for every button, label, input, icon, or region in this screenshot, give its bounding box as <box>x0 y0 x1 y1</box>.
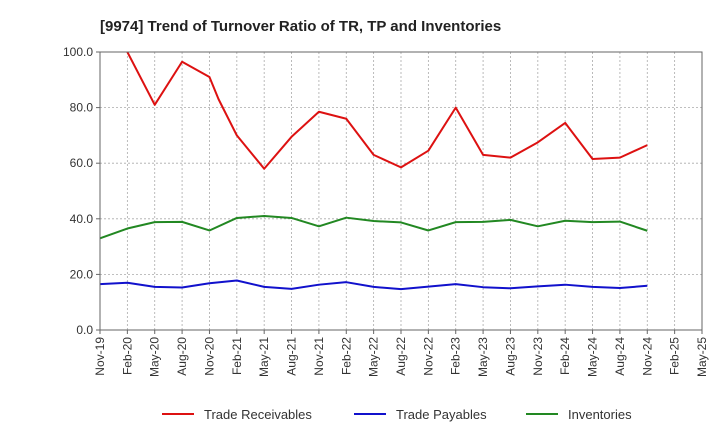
x-tick-label: May-25 <box>695 337 709 377</box>
x-tick-label: Nov-20 <box>202 337 216 376</box>
x-tick-label: Feb-25 <box>668 337 682 375</box>
legend-label-trade-receivables: Trade Receivables <box>204 407 312 422</box>
x-tick-label: Nov-24 <box>640 337 654 376</box>
x-tick-label: May-21 <box>257 337 271 377</box>
x-axis-ticks: Nov-19 Feb-20 May-20 Aug-20 Nov-20 Feb-21 May-… <box>93 330 709 377</box>
y-tick-label: 0.0 <box>76 323 93 337</box>
legend-label-trade-payables: Trade Payables <box>396 407 487 422</box>
x-tick-label: Aug-24 <box>613 337 627 376</box>
x-tick-label: Feb-21 <box>230 337 244 375</box>
x-tick-label: May-24 <box>586 337 600 377</box>
x-tick-label: May-20 <box>148 337 162 377</box>
y-tick-label: 40.0 <box>70 212 94 226</box>
x-tick-label: Feb-24 <box>558 337 572 375</box>
series-line-inventories <box>100 215 648 240</box>
series-line-trade-receivables <box>126 52 648 170</box>
legend-label-inventories: Inventories <box>568 407 632 422</box>
x-tick-label: Nov-21 <box>312 337 326 376</box>
x-tick-label: May-23 <box>476 337 490 377</box>
x-tick-label: Nov-22 <box>421 337 435 376</box>
y-axis-ticks: 0.0 20.0 40.0 60.0 80.0 100.0 <box>63 45 100 337</box>
series-line-trade-payables <box>100 279 648 291</box>
x-tick-label: Aug-22 <box>394 337 408 376</box>
x-tick-label: Feb-20 <box>120 337 134 375</box>
legend: Trade Receivables Trade Payables Inventori… <box>162 407 632 422</box>
y-tick-label: 80.0 <box>70 101 94 115</box>
plot-area <box>100 52 702 330</box>
x-tick-label: Nov-19 <box>93 337 107 376</box>
y-tick-label: 60.0 <box>70 156 94 170</box>
y-tick-label: 100.0 <box>63 45 93 59</box>
x-tick-label: Feb-22 <box>339 337 353 375</box>
chart-title: [9974] Trend of Turnover Ratio of TR, TP… <box>100 18 501 35</box>
x-tick-label: May-22 <box>367 337 381 377</box>
series-lines <box>100 52 648 291</box>
x-tick-label: Aug-20 <box>175 337 189 376</box>
x-tick-label: Aug-23 <box>503 337 517 376</box>
x-tick-label: Aug-21 <box>285 337 299 376</box>
y-tick-label: 20.0 <box>70 267 94 281</box>
x-tick-label: Feb-23 <box>449 337 463 375</box>
x-tick-label: Nov-23 <box>531 337 545 376</box>
